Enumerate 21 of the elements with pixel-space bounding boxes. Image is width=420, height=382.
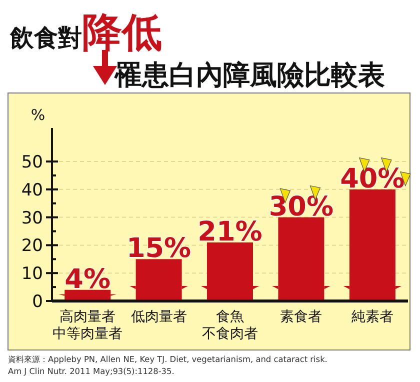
y-tick-label: 20 (21, 236, 43, 256)
chart-title: 飲食對降低 (9, 10, 162, 56)
y-tick-label: 40 (21, 180, 43, 200)
text: Am J Clin Nutr. 2011 May;93(5):1128-35. (8, 366, 174, 376)
y-tick-label: 0 (32, 292, 43, 312)
x-tick-label: 低肉量者 (130, 309, 187, 325)
y-tick-label: 50 (21, 152, 43, 172)
data-label: 4% (64, 264, 111, 295)
x-tick-label: 食魚不食肉者 (202, 309, 258, 342)
y-tick-label: 10 (21, 264, 43, 284)
x-tick-label: 高肉量者中等肉量者 (52, 309, 123, 342)
data-label: 40% (340, 163, 405, 194)
y-tick-label: 30 (21, 208, 43, 228)
x-tick-label: 純素者 (351, 309, 394, 325)
data-label: 30% (268, 191, 334, 222)
source-note: 資料來源：Appleby PN, Allen NE, Key TJ. Diet, vegetarianism, and cataract risk. (8, 354, 328, 364)
x-tick-label: 素食者 (280, 309, 322, 325)
data-label: 21% (198, 216, 262, 248)
data-label: 15% (126, 233, 192, 264)
chart-subtitle: 罹患白內障風險比較表 (114, 60, 385, 91)
y-axis-title: % (30, 106, 46, 124)
